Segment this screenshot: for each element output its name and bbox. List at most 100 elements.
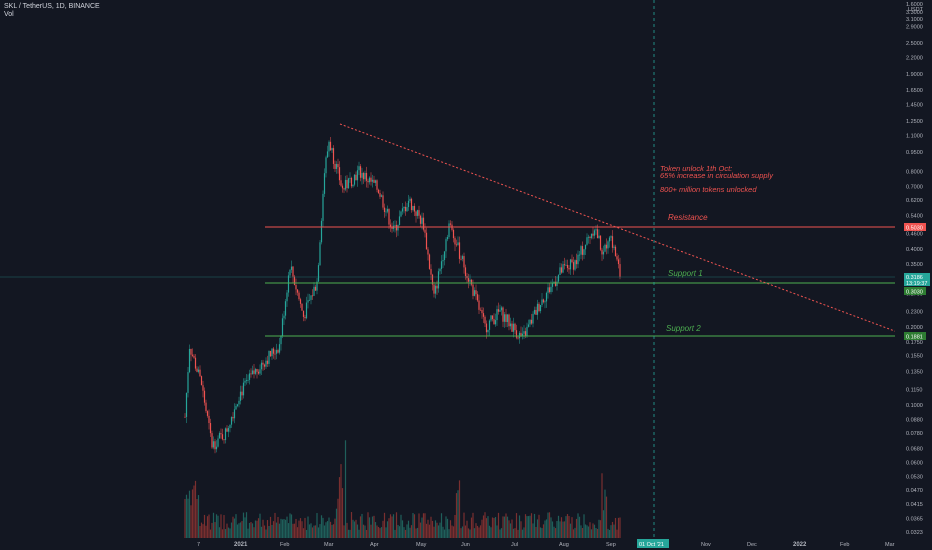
volume-bar [265,529,267,538]
volume-bar [523,527,525,538]
volume-bar [199,525,201,538]
volume-bar [398,526,401,538]
volume-bar [571,517,573,538]
price-tick-label: 0.0600 [906,460,923,466]
volume-bar [430,516,432,538]
time-axis[interactable]: 7 2021 Feb Mar Apr May Jun Jul Aug Sep Nov Dec 2022 F… [0,538,932,550]
candle-body [581,246,584,255]
volume-bar [211,522,213,538]
candle-body [419,215,422,224]
volume-bar [458,480,461,538]
candle-body [475,290,477,295]
candle-body [535,309,537,315]
volume-bar [520,521,522,538]
volume-bar [466,520,468,538]
candle-body [605,244,608,249]
volume-bar [599,520,602,538]
volume-bar [403,527,405,538]
volume-bar [287,523,290,538]
candle-body [344,179,347,190]
candle-body [572,262,575,270]
candle-body [422,217,425,230]
candle-body [335,164,338,169]
volume-bar [247,528,249,538]
volume-bar [436,522,438,538]
volume-bar [196,499,198,538]
candle-body [218,433,221,439]
volume-bar [281,519,284,538]
candle-body [326,151,329,158]
volume-bar [359,516,362,538]
candle-body [452,229,455,239]
volume-bar [464,525,467,538]
candle-body [485,323,488,333]
candle-body [329,141,332,151]
volume-bar [431,520,434,538]
resistance-label[interactable]: Resistance [668,213,708,222]
candle-body [271,348,273,357]
candle-body [448,223,450,238]
tokens-unlocked-note[interactable]: 800+ million tokens unlocked [660,185,757,194]
candle-body [290,266,293,270]
volume-bar [529,515,531,538]
candle-body [538,303,540,312]
candle-body [257,371,260,374]
volume-bar [502,516,504,538]
volume-bar [355,519,357,538]
volume-bar [596,528,599,538]
volume-bar [383,512,386,538]
candle-body [425,232,428,250]
support1-label[interactable]: Support 1 [668,269,703,278]
candle-body [373,179,375,183]
time-tick-label: Jun [461,542,470,548]
candle-body [199,369,201,377]
candle-body [353,174,356,185]
volume-bar [530,513,533,538]
candle-body [560,267,563,273]
volume-bar [593,524,596,538]
candle-body [575,260,578,265]
token-unlock-note-line2[interactable]: 65% increase in circulation supply [660,171,774,180]
volume-bar [551,521,554,538]
candle-body [206,411,209,416]
volume-bar [445,516,447,538]
candle-body [233,409,236,419]
candle-body [599,235,602,250]
volume-bar [248,522,251,538]
volume-bar [388,518,390,538]
volume-bar [197,495,200,538]
token-unlock-note-line1[interactable]: Token unlock 1th Oct: [660,164,732,173]
volume-bar [568,516,570,538]
time-tick-label: Mar [885,542,895,548]
price-tick-label: 1.6500 [906,88,923,94]
candle-body [431,274,434,285]
candle-body [190,348,192,355]
volume-bar [389,514,392,538]
symbol-title[interactable]: SKL / TetherUS, 1D, BINANCE [4,3,100,10]
candle-body [242,382,245,396]
volume-bar [527,516,530,538]
volume-bar [497,512,500,538]
candle-body [386,209,389,212]
candle-body [602,251,605,255]
candle-body [596,229,599,238]
volume-bar [425,523,428,538]
time-tick-label: May [416,542,427,548]
candle-body [358,166,360,171]
candle-body [362,172,365,180]
price-tick-label: 0.0323 [906,530,923,536]
price-tick-label: 0.4600 [906,231,923,237]
volume-bar [556,521,558,538]
candle-body [490,315,492,321]
candle-body [443,251,446,260]
volume-bar [361,513,363,538]
volume-bar [293,523,296,538]
time-tick-label: Sep [606,542,616,548]
support2-label[interactable]: Support 2 [666,324,701,333]
volume-bar [319,524,321,538]
volume-bar [476,525,479,538]
candle-body [284,301,287,316]
volume-indicator-label[interactable]: Vol [4,11,14,18]
